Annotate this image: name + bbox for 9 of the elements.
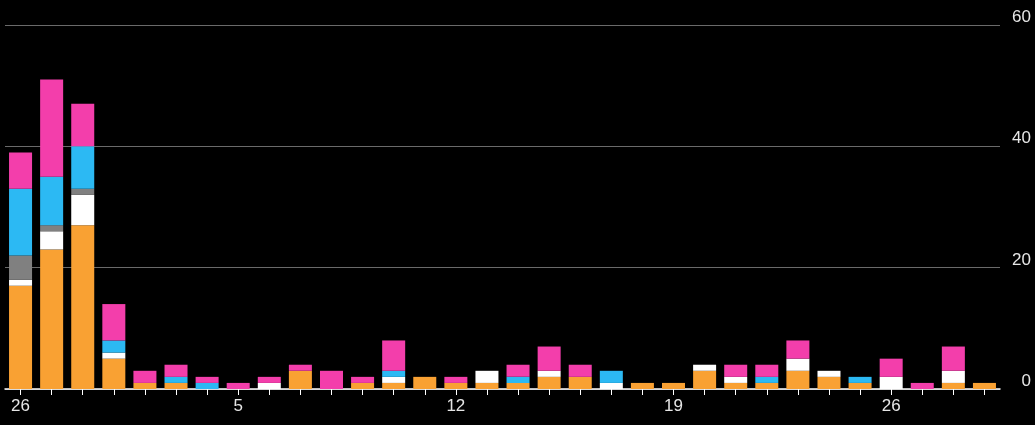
x-tick-label: 19	[664, 396, 683, 415]
x-tick-label: 26	[11, 396, 31, 415]
y-tick-label: 20	[1012, 249, 1031, 269]
y-tick-label: 0	[1021, 371, 1031, 390]
x-tick-label: 5	[233, 396, 243, 415]
x-tick-label: 26	[881, 396, 901, 415]
y-tick-label: 40	[1012, 128, 1031, 148]
x-tick-label: 12	[446, 396, 466, 415]
y-tick-label: 60	[1012, 7, 1031, 26]
